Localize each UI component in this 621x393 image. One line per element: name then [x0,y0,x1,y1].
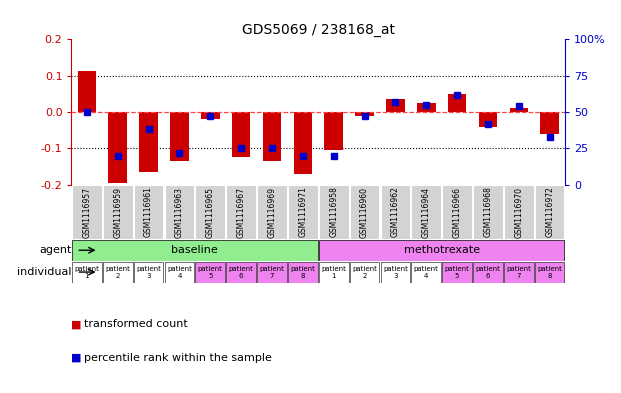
Text: baseline: baseline [171,245,218,255]
Bar [226,185,256,239]
Bar [504,262,533,283]
Bar [381,262,410,283]
Bar [381,185,410,239]
Bar [165,185,194,239]
Bar [103,262,132,283]
Text: GSM1116961: GSM1116961 [144,187,153,237]
Bar [417,103,435,112]
Text: patient
8: patient 8 [291,266,315,279]
Text: ■: ■ [71,319,82,329]
Text: patient
1: patient 1 [75,266,99,279]
Bar [72,185,102,239]
Text: patient
3: patient 3 [383,266,408,279]
Bar [201,112,220,119]
Bar [257,185,287,239]
Text: percentile rank within the sample: percentile rank within the sample [84,353,272,363]
Text: GSM1116958: GSM1116958 [329,187,338,237]
Title: GDS5069 / 238168_at: GDS5069 / 238168_at [242,23,395,37]
Bar [78,71,96,112]
Text: methotrexate: methotrexate [404,245,480,255]
Text: transformed count: transformed count [84,319,188,329]
Text: GSM1116970: GSM1116970 [514,187,524,237]
Text: patient
1: patient 1 [321,266,346,279]
Bar [226,262,256,283]
Text: agent: agent [39,245,71,255]
Bar [109,112,127,183]
Bar [412,185,441,239]
Bar [196,185,225,239]
Text: GSM1116960: GSM1116960 [360,187,369,237]
Bar [479,112,497,127]
Text: patient
4: patient 4 [167,266,192,279]
Bar [535,262,564,283]
Bar [350,262,379,283]
Bar [386,99,405,112]
Bar [257,262,287,283]
Text: patient
2: patient 2 [106,266,130,279]
Text: patient
5: patient 5 [445,266,469,279]
Bar [319,240,564,261]
Text: GSM1116963: GSM1116963 [175,187,184,237]
Bar [139,112,158,172]
Text: GSM1116968: GSM1116968 [484,187,492,237]
Bar [196,262,225,283]
Text: GSM1116967: GSM1116967 [237,187,246,237]
Text: GSM1116965: GSM1116965 [206,187,215,237]
Bar [324,112,343,150]
Text: patient
7: patient 7 [260,266,284,279]
Text: GSM1116971: GSM1116971 [298,187,307,237]
Bar [288,185,318,239]
Text: GSM1116959: GSM1116959 [113,187,122,237]
Bar [350,185,379,239]
Bar [355,112,374,116]
Text: patient
7: patient 7 [506,266,531,279]
Bar [319,262,348,283]
Bar [134,185,163,239]
Text: individual: individual [17,267,71,277]
Bar [473,185,503,239]
Text: patient
2: patient 2 [352,266,377,279]
Text: patient
6: patient 6 [476,266,501,279]
Text: patient
6: patient 6 [229,266,253,279]
Bar [232,112,250,158]
Text: GSM1116972: GSM1116972 [545,187,554,237]
Bar [442,262,472,283]
Text: ■: ■ [71,353,82,363]
Bar [170,112,189,161]
Text: GSM1116966: GSM1116966 [453,187,461,237]
Text: patient
4: patient 4 [414,266,438,279]
Bar [72,240,318,261]
Bar [165,262,194,283]
Bar [442,185,472,239]
Bar [294,112,312,174]
Bar [319,185,348,239]
Bar [134,262,163,283]
Bar [504,185,533,239]
Bar [540,112,559,134]
Text: patient
5: patient 5 [198,266,223,279]
Text: patient
8: patient 8 [537,266,562,279]
Bar [535,185,564,239]
Text: GSM1116957: GSM1116957 [83,187,91,237]
Bar [473,262,503,283]
Bar [412,262,441,283]
Text: patient
3: patient 3 [136,266,161,279]
Text: GSM1116964: GSM1116964 [422,187,431,237]
Text: GSM1116962: GSM1116962 [391,187,400,237]
Text: GSM1116969: GSM1116969 [268,187,276,237]
Bar [448,94,466,112]
Bar [288,262,318,283]
Bar [263,112,281,161]
Bar [72,262,102,283]
Bar [103,185,132,239]
Bar [510,108,528,112]
